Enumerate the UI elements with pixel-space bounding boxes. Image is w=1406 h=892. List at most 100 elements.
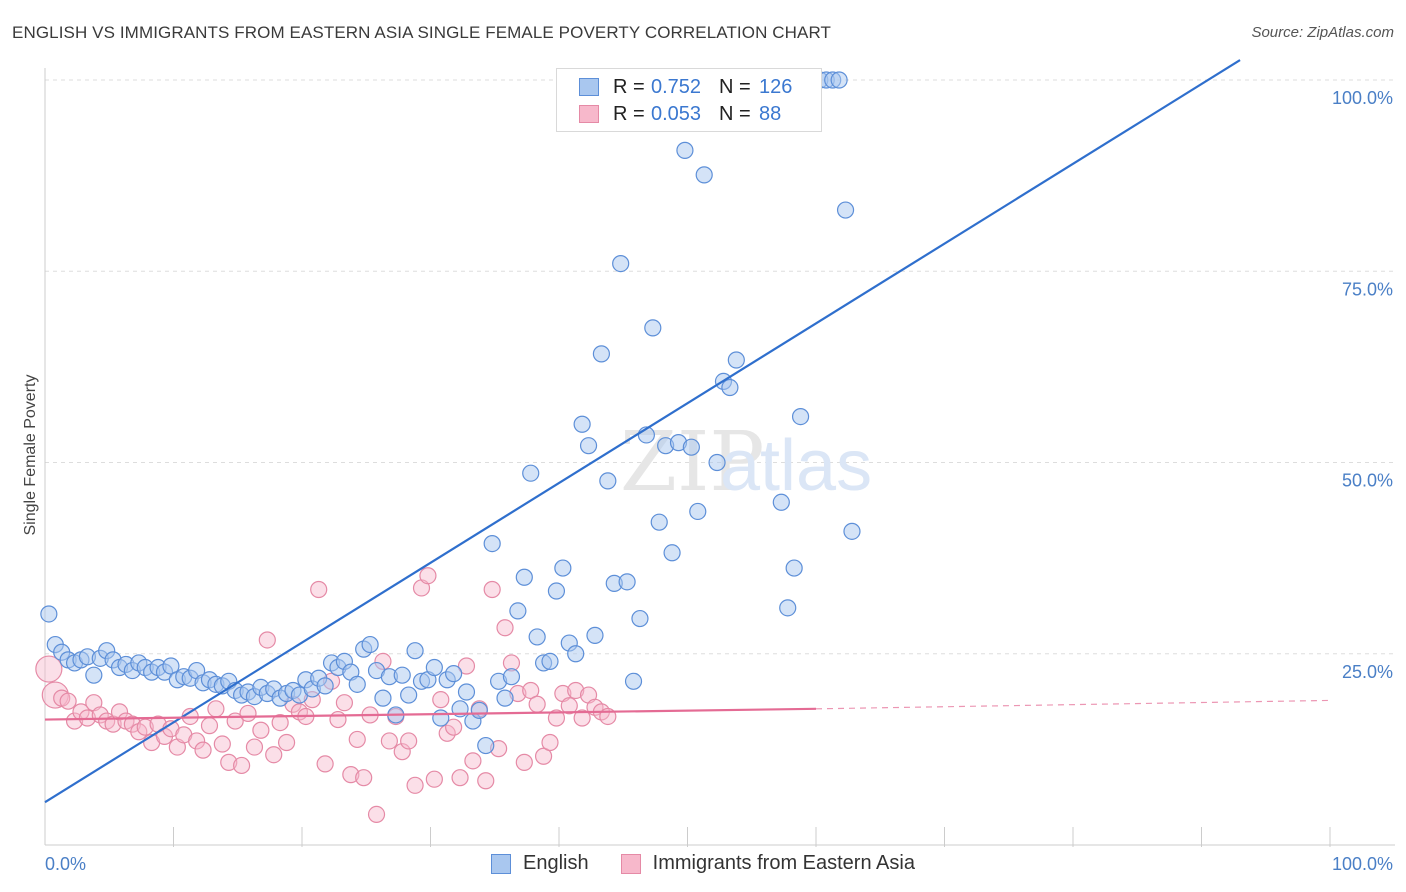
data-point-english: [695, 166, 713, 184]
n-value: 88: [759, 102, 782, 125]
y-tick-label: 75.0%: [1342, 279, 1393, 299]
data-point-english: [528, 628, 546, 646]
data-point-english: [483, 534, 501, 553]
data-point-eastern-asia: [239, 704, 257, 723]
data-point-english: [522, 464, 540, 482]
data-point-english: [425, 658, 443, 677]
trend-line-eastern-asia: [44, 707, 817, 721]
data-point-eastern-asia: [560, 697, 578, 715]
data-point-eastern-asia: [534, 747, 553, 765]
r-label: R =: [613, 102, 645, 125]
data-point-english: [618, 573, 636, 591]
data-point-english: [502, 668, 521, 686]
data-point-eastern-asia: [348, 730, 366, 749]
data-point-english: [85, 666, 103, 684]
data-point-eastern-asia: [310, 580, 328, 599]
asia-points: [35, 567, 617, 824]
data-point-english: [567, 645, 585, 663]
n-value: 126: [759, 75, 793, 98]
data-point-eastern-asia: [335, 694, 354, 712]
y-axis-label: Single Female Poverty: [22, 375, 39, 536]
data-point-english: [348, 675, 366, 693]
data-point-english: [162, 657, 180, 675]
data-point-eastern-asia: [419, 567, 437, 585]
stats-legend: R = 0.752 N = 126 R = 0.053 N = 88: [556, 68, 822, 132]
r-value: 0.053: [651, 102, 702, 125]
x-tick-label: 100.0%: [1332, 854, 1393, 874]
y-tick-label: 100.0%: [1332, 88, 1393, 108]
data-point-eastern-asia: [380, 732, 398, 750]
y-tick-label: 50.0%: [1342, 471, 1393, 491]
data-point-english: [393, 666, 411, 684]
data-point-eastern-asia: [573, 709, 591, 727]
data-point-eastern-asia: [567, 681, 585, 700]
data-point-english: [644, 319, 662, 337]
data-point-english: [624, 672, 643, 690]
data-point-eastern-asia: [252, 721, 270, 739]
data-point-english: [406, 642, 424, 660]
eastern-asia-swatch: [620, 853, 641, 874]
data-point-english: [40, 605, 58, 623]
data-point-english: [592, 345, 611, 363]
data-point-eastern-asia: [110, 703, 129, 721]
data-point-eastern-asia: [406, 776, 424, 794]
data-point-eastern-asia: [451, 769, 469, 787]
data-point-english: [547, 582, 566, 600]
data-point-english: [727, 351, 745, 369]
legend-row-english: R = 0.752 N = 126: [579, 75, 792, 99]
data-point-english: [496, 689, 514, 707]
data-point-eastern-asia: [207, 700, 225, 718]
data-point-english: [515, 568, 533, 586]
data-point-eastern-asia: [355, 769, 373, 787]
trend-lines: [44, 59, 1331, 804]
data-point-eastern-asia: [477, 772, 495, 790]
data-point-eastern-asia: [457, 657, 476, 675]
data-point-english: [554, 559, 572, 577]
data-point-eastern-asia: [367, 805, 386, 824]
series-legend: English Immigrants from Eastern Asia: [0, 852, 1406, 875]
legend-item-english[interactable]: English: [491, 852, 589, 875]
axes: [44, 68, 1395, 847]
legend-item-eastern-asia[interactable]: Immigrants from Eastern Asia: [620, 852, 915, 875]
data-point-english: [650, 513, 668, 531]
data-point-eastern-asia: [393, 743, 411, 761]
data-point-eastern-asia: [432, 691, 450, 709]
data-point-english: [374, 689, 392, 707]
data-point-eastern-asia: [425, 770, 443, 788]
data-point-eastern-asia: [271, 713, 289, 732]
data-point-english: [663, 544, 681, 562]
data-point-english: [573, 415, 591, 433]
trend-line-eastern-asia-extension: [815, 699, 1331, 710]
data-point-eastern-asia: [59, 692, 77, 710]
data-point-english: [361, 635, 379, 654]
data-point-english: [631, 609, 649, 628]
data-point-eastern-asia: [265, 746, 283, 764]
data-point-eastern-asia: [445, 718, 463, 736]
data-point-eastern-asia: [194, 741, 212, 759]
data-point-eastern-asia: [200, 717, 219, 735]
tick-labels: 25.0% 50.0% 75.0% 100.0% 0.0% 100.0%: [45, 88, 1393, 874]
eastern-asia-swatch: [579, 105, 599, 123]
r-label: R =: [613, 75, 645, 98]
data-point-english: [830, 71, 848, 89]
data-point-english: [612, 255, 630, 273]
english-swatch: [491, 853, 512, 874]
data-point-eastern-asia: [329, 710, 347, 729]
data-point-eastern-asia: [41, 681, 69, 709]
data-point-english: [541, 652, 559, 671]
n-label: N =: [719, 102, 751, 125]
data-point-eastern-asia: [547, 709, 566, 727]
gridlines: [45, 79, 1395, 655]
y-tick-label: 25.0%: [1342, 662, 1393, 682]
data-point-english: [772, 493, 790, 511]
data-point-english: [599, 472, 617, 490]
data-point-eastern-asia: [258, 631, 276, 649]
data-point-eastern-asia: [342, 766, 360, 784]
n-label: N =: [719, 75, 751, 98]
data-point-english: [445, 665, 463, 683]
data-point-english: [682, 438, 700, 456]
data-point-eastern-asia: [483, 580, 501, 599]
data-point-english: [477, 736, 495, 755]
data-point-eastern-asia: [528, 695, 546, 713]
data-point-eastern-asia: [316, 755, 334, 773]
